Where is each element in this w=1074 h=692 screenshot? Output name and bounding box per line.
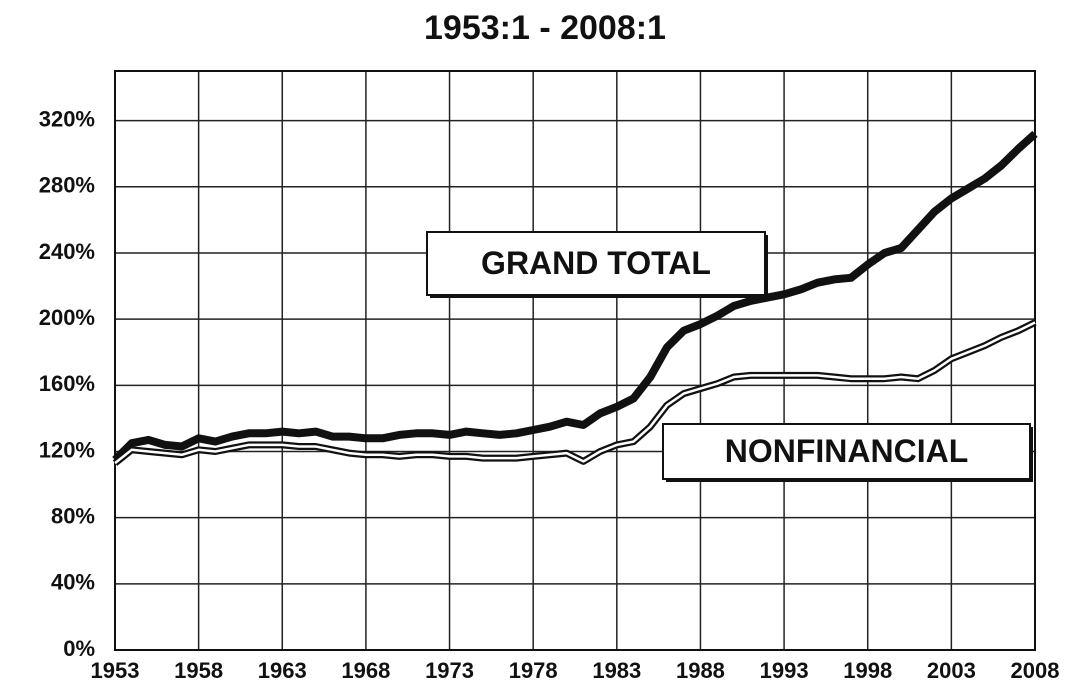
chart-title: 1953:1 - 2008:1: [424, 9, 666, 47]
y-tick-label: 240%: [39, 239, 95, 264]
x-tick-label: 1998: [843, 658, 892, 683]
x-tick-label: 1958: [174, 658, 223, 683]
x-tick-label: 1978: [509, 658, 558, 683]
plot-frame: [114, 70, 1036, 651]
x-tick-label: 2003: [927, 658, 976, 683]
x-tick-label: 1963: [258, 658, 307, 683]
x-tick-label: 1993: [760, 658, 809, 683]
y-tick-label: 280%: [39, 173, 95, 198]
x-tick-label: 1988: [676, 658, 725, 683]
x-tick-label: 1953: [91, 658, 140, 683]
x-tick-label: 1968: [341, 658, 390, 683]
y-tick-label: 320%: [39, 106, 95, 131]
y-tick-label: 0%: [63, 636, 95, 661]
series-line-inner: [114, 321, 1036, 465]
legend-box: [426, 231, 766, 296]
legend-box: [662, 423, 1031, 480]
legend-label: GRAND TOTAL: [481, 245, 711, 281]
legend-label: NONFINANCIAL: [725, 433, 969, 469]
y-tick-label: 200%: [39, 305, 95, 330]
series-line: [112, 130, 1038, 463]
y-tick-label: 120%: [39, 437, 95, 462]
y-tick-label: 40%: [51, 570, 95, 595]
x-tick-label: 2008: [1011, 658, 1060, 683]
y-tick-label: 80%: [51, 503, 95, 528]
y-tick-label: 160%: [39, 371, 95, 396]
x-tick-label: 1983: [592, 658, 641, 683]
x-tick-label: 1973: [425, 658, 474, 683]
